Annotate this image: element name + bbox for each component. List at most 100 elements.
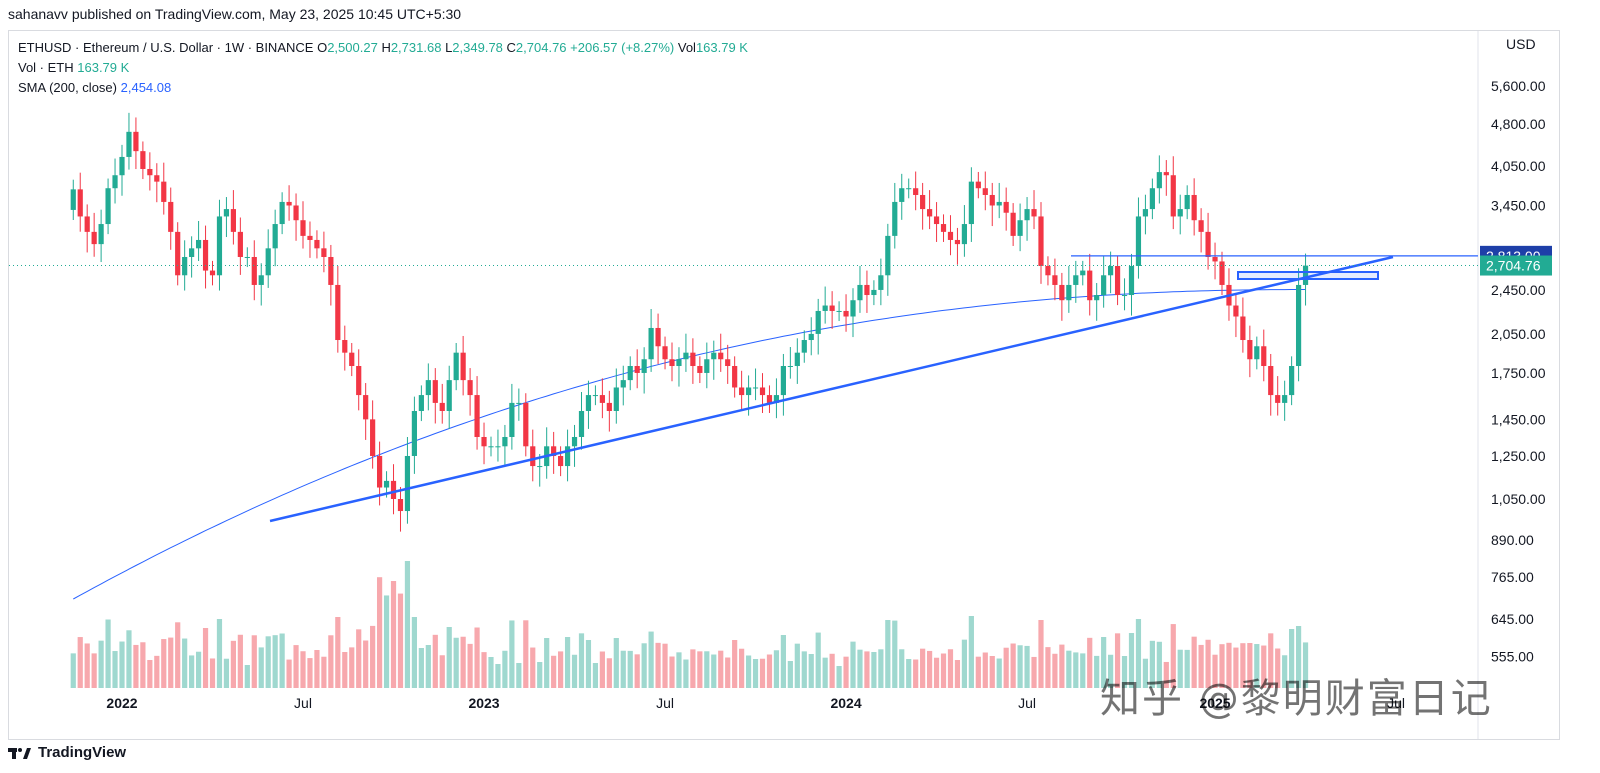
volume-bar — [376, 577, 383, 688]
candle-body — [634, 366, 640, 373]
volume-bar — [1024, 645, 1030, 688]
candle-body — [237, 231, 243, 257]
volume-bar — [1295, 626, 1302, 688]
candle-body — [112, 175, 118, 189]
volume-bar — [1121, 656, 1128, 688]
volume-bar — [864, 651, 870, 688]
candle-body — [711, 352, 717, 360]
volume-bar — [523, 620, 529, 688]
candle-body — [759, 387, 766, 396]
sma-value: 2,454.08 — [120, 80, 172, 95]
volume-bar — [481, 652, 487, 688]
volume-bar — [1003, 647, 1009, 688]
vol-eth-label[interactable]: Vol · ETH — [18, 60, 74, 75]
volume-bar — [857, 649, 863, 688]
candle-body — [1087, 270, 1093, 301]
y-tick-label: 3,450.00 — [1491, 197, 1546, 213]
volume-bar — [140, 642, 146, 688]
candle-body — [1295, 284, 1302, 367]
volume-bar — [829, 653, 835, 688]
volume-bar — [1289, 629, 1295, 688]
volume-bar — [404, 561, 411, 688]
volume-bar — [940, 653, 947, 688]
volume-bar — [1087, 637, 1093, 688]
volume-bar — [530, 647, 536, 688]
volume-bar — [209, 658, 216, 688]
volume-bar — [669, 656, 675, 688]
candle-body — [488, 446, 494, 448]
candle-body — [704, 359, 710, 373]
candle-body — [349, 352, 355, 367]
candle-body — [1212, 256, 1218, 262]
volume-bar — [808, 654, 814, 688]
tradingview-brand-label: TradingView — [38, 744, 127, 761]
volume-bar — [1184, 649, 1190, 688]
tradingview-brand[interactable]: TradingView — [8, 744, 126, 761]
candle-body — [697, 366, 703, 373]
volume-bar — [126, 630, 132, 688]
volume-bar — [662, 643, 668, 688]
close-label: C — [506, 40, 516, 55]
symbol-description[interactable]: ETHUSD · Ethereum / U.S. Dollar · 1W · B… — [18, 40, 314, 55]
candle-body — [669, 359, 675, 367]
candle-body — [1282, 395, 1288, 403]
candle-body — [119, 156, 125, 176]
candle-body — [481, 436, 487, 447]
candle-body — [175, 231, 181, 276]
candle-body — [1275, 395, 1281, 403]
candle-body — [474, 395, 480, 437]
x-tick-label: Jul — [656, 695, 674, 711]
candle-body — [592, 395, 599, 397]
support-zone-box — [1237, 271, 1379, 280]
candle-body — [307, 235, 313, 240]
candle-body — [585, 395, 592, 411]
volume-bar — [899, 649, 905, 688]
candle-body — [940, 224, 947, 232]
volume-bar — [551, 655, 557, 688]
candle-body — [599, 395, 605, 403]
y-tick-label: 1,750.00 — [1491, 365, 1546, 381]
candle-body — [189, 248, 195, 257]
candle-body — [1128, 265, 1135, 296]
candle-body — [230, 209, 236, 232]
volume-bar — [244, 665, 250, 688]
y-tick-label: 4,050.00 — [1491, 158, 1546, 174]
volume-bar — [307, 658, 313, 688]
volume-bar — [272, 635, 278, 688]
volume-bar — [1240, 643, 1246, 688]
candle-body — [516, 402, 522, 404]
volume-bar — [906, 659, 912, 688]
volume-bar — [871, 652, 877, 688]
candle-body — [1003, 201, 1009, 213]
volume-bar — [1073, 652, 1079, 688]
candle-body — [1135, 216, 1142, 266]
y-tick-label: 890.00 — [1491, 532, 1534, 548]
currency-label: USD — [1506, 36, 1536, 52]
volume-bar — [815, 632, 821, 688]
volume-bar — [91, 653, 97, 688]
candle-body — [202, 239, 209, 271]
volume-bar — [926, 650, 933, 688]
volume-bar — [1261, 645, 1267, 688]
candle-body — [418, 395, 424, 411]
candle-body — [836, 310, 842, 312]
volume-bar — [189, 655, 195, 688]
volume-bar — [732, 640, 738, 688]
candle-body — [683, 352, 689, 360]
candle-body — [1045, 265, 1051, 276]
candle-body — [467, 380, 473, 396]
volume-bar — [718, 650, 724, 688]
candle-body — [453, 352, 459, 381]
volume-bar — [627, 650, 633, 688]
volume-bar — [425, 645, 431, 688]
candle-body — [578, 410, 585, 437]
candle-body — [286, 201, 292, 206]
volume-bar — [258, 647, 264, 688]
candle-body — [1233, 305, 1239, 317]
volume-bar — [913, 659, 919, 688]
volume-bar — [1094, 655, 1100, 688]
x-tick-label: Jul — [1018, 695, 1036, 711]
sma-label[interactable]: SMA (200, close) — [18, 80, 117, 95]
y-tick-label: 4,800.00 — [1491, 116, 1546, 132]
